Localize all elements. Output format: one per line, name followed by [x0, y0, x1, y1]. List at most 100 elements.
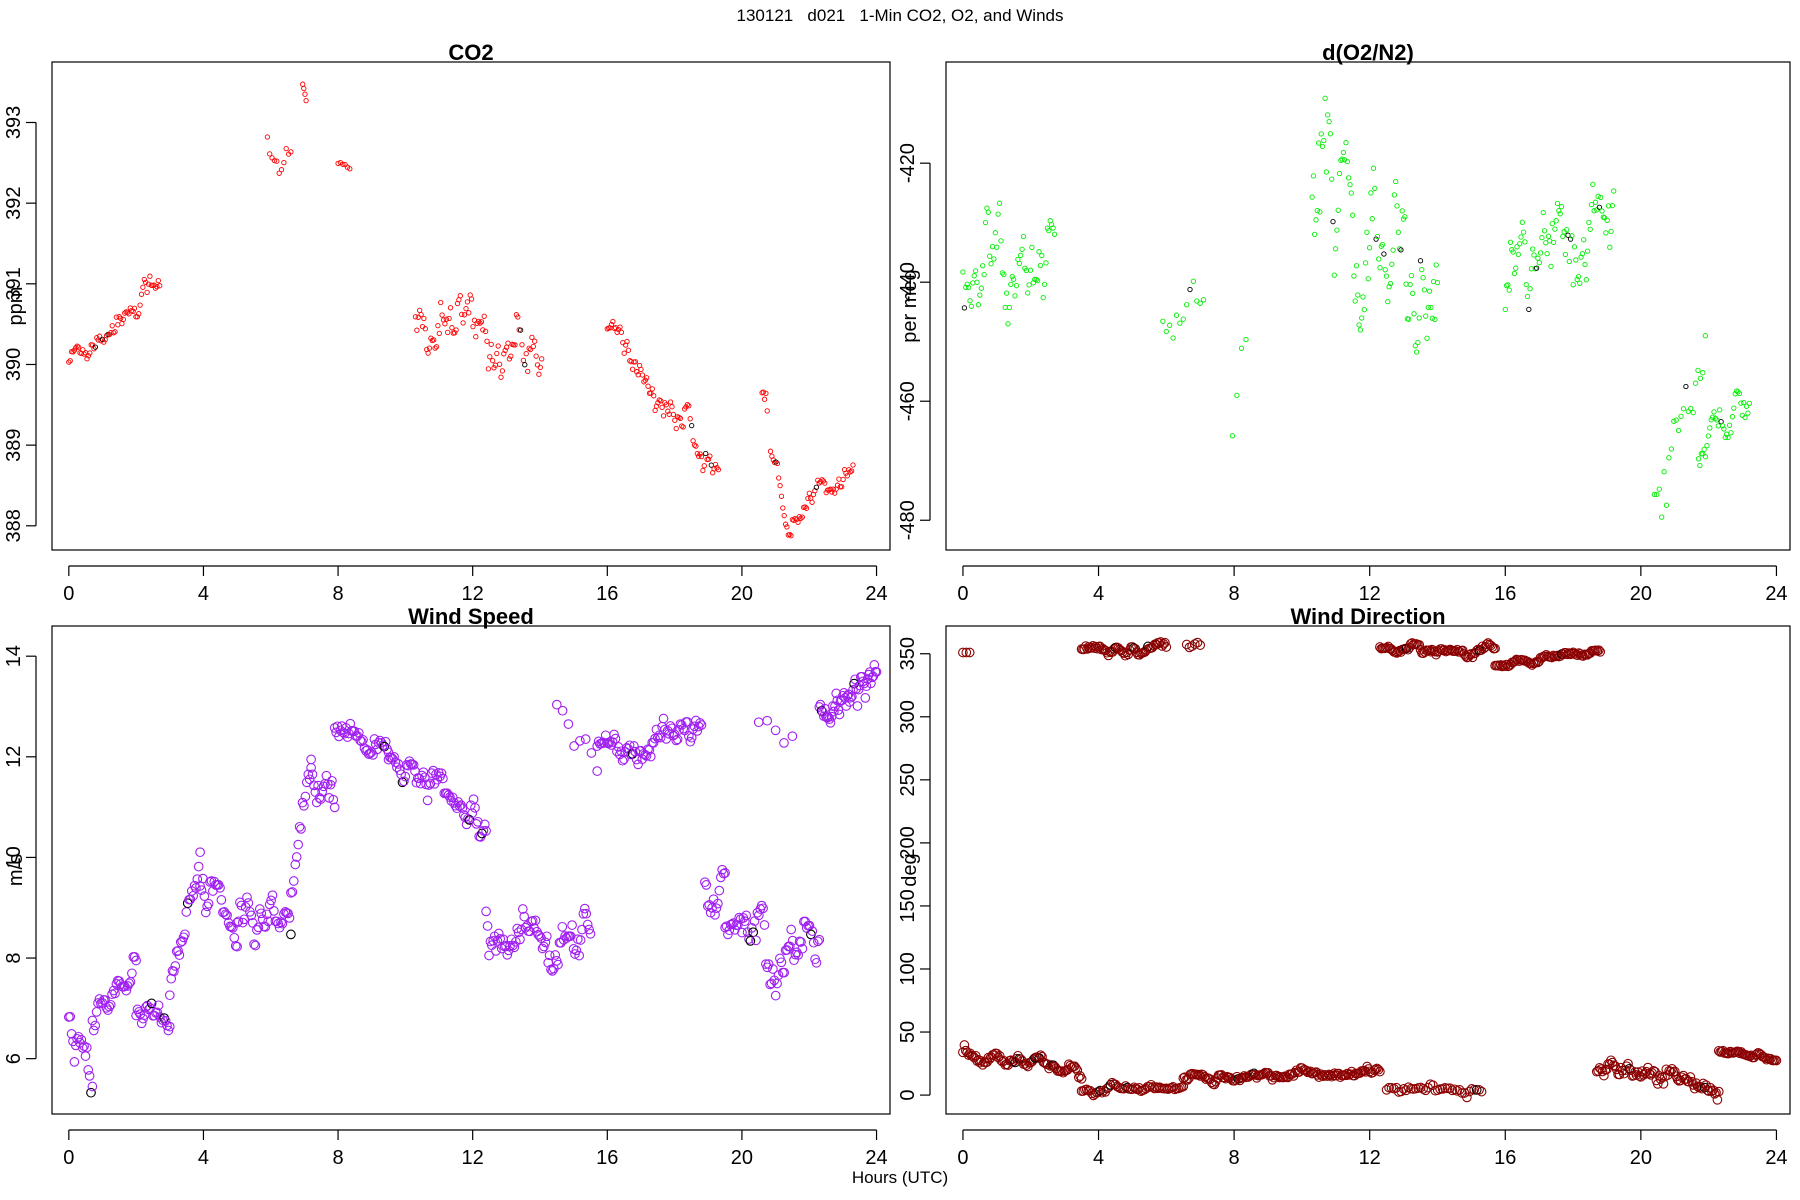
wind-speed-data-point — [180, 929, 190, 940]
wind-speed-data-point — [578, 908, 589, 919]
o2n2-data-point — [1389, 261, 1395, 267]
wind-speed-data-point — [482, 921, 493, 931]
co2-data-point — [641, 379, 647, 385]
o2n2-data-point — [1351, 273, 1357, 279]
wind-speed-data-point — [758, 903, 768, 914]
o2n2-data-point — [1377, 264, 1383, 271]
o2n2-data-point — [1505, 282, 1511, 288]
co2-data-point — [264, 134, 271, 140]
co2-data-point — [822, 480, 828, 486]
co2-data-point — [665, 408, 671, 414]
wind-direction-data-point — [958, 1047, 968, 1058]
wind-speed-x-tick-label: 20 — [731, 1147, 753, 1169]
co2-data-point — [799, 514, 805, 520]
co2-data-point — [795, 519, 801, 525]
wind-speed-data-point — [847, 691, 857, 702]
wind-speed-data-point — [571, 945, 582, 956]
wind-direction-data-point — [1157, 641, 1167, 651]
co2-data-point — [119, 320, 125, 327]
o2n2-data-point — [1200, 297, 1207, 303]
wind-speed-data-point — [753, 910, 764, 921]
o2n2-data-point — [1513, 265, 1519, 271]
o2n2-data-point — [1368, 190, 1374, 196]
o2n2-data-point — [1550, 239, 1557, 246]
wind-direction-data-point — [1420, 1085, 1431, 1096]
co2-data-point — [677, 415, 684, 422]
o2n2-data-point — [1029, 244, 1035, 251]
wind-speed-data-point — [84, 1071, 95, 1081]
o2n2-data-point — [1347, 181, 1353, 188]
wind-speed-data-point — [163, 1025, 174, 1036]
o2n2-data-point — [1006, 304, 1013, 311]
o2n2-data-point — [1039, 252, 1045, 259]
wind-direction-data-point — [1604, 1059, 1615, 1070]
wind-speed-data-point — [478, 825, 489, 836]
o2n2-data-point — [1426, 288, 1433, 294]
o2n2-data-point — [1675, 427, 1682, 434]
co2-data-point — [519, 342, 525, 348]
o2n2-data-point — [1352, 298, 1358, 304]
wind-speed-data-point — [66, 1029, 77, 1039]
wind-speed-data-point — [196, 885, 207, 895]
wind-direction-data-point — [1161, 642, 1172, 652]
co2-data-point — [445, 329, 451, 336]
co2-data-point — [439, 312, 445, 318]
wind-speed-data-point — [267, 890, 278, 901]
wind-speed-data-point — [307, 769, 318, 780]
wind-speed-data-point — [860, 693, 871, 703]
o2n2-data-point — [1321, 137, 1327, 144]
o2n2-data-point — [1433, 262, 1439, 268]
co2-data-point — [819, 477, 825, 483]
o2n2-data-point — [1329, 176, 1335, 182]
wind-speed-data-point — [739, 916, 750, 927]
o2n2-data-point — [1562, 251, 1569, 258]
co2-data-point — [435, 322, 441, 329]
co2-data-point — [634, 369, 640, 375]
o2n2-data-point — [1349, 212, 1356, 218]
wind-direction-data-point — [1372, 1063, 1382, 1074]
co2-data-point — [443, 316, 449, 322]
o2n2-data-point — [1574, 276, 1580, 283]
wind-speed-data-point — [710, 909, 720, 920]
wind-direction-data-point — [1401, 1085, 1411, 1096]
o2n2-data-point — [1325, 112, 1331, 118]
wind-speed-data-point — [718, 868, 729, 879]
o2n2-data-point — [996, 200, 1003, 206]
wind-speed-data-point — [73, 1031, 84, 1042]
o2n2-data-point — [1167, 322, 1173, 328]
o2n2-data-point — [1520, 229, 1527, 235]
wind-direction-axes: 0 4 8 12 16 20 24 0 50 100 150 200 250 300 350 — [897, 637, 1788, 1169]
o2n2-data-point — [989, 243, 996, 250]
co2-data-point — [659, 404, 665, 411]
o2n2-y-tick-label: -480 — [897, 500, 919, 540]
o2n2-data-point — [960, 269, 966, 275]
wind-speed-data-point — [839, 688, 849, 698]
wind-direction-x-tick-label: 12 — [1359, 1147, 1381, 1169]
wind-speed-data-point — [249, 939, 259, 950]
wind-speed-data-point — [665, 721, 676, 731]
wind-speed-data-point — [519, 911, 530, 922]
o2n2-data-point — [1654, 491, 1660, 498]
co2-data-point — [70, 349, 76, 355]
wind-direction-data-point — [1398, 1084, 1409, 1094]
o2n2-x-tick-label: 24 — [1765, 583, 1787, 605]
o2n2-data-point — [1411, 311, 1417, 317]
wind-speed-data-point — [557, 705, 568, 716]
wind-speed-data-point — [90, 1020, 101, 1031]
wind-speed-data-point — [658, 713, 669, 724]
wind-direction-data-point — [1035, 1050, 1046, 1061]
o2n2-data-point — [1502, 306, 1508, 313]
o2n2-data-point — [1001, 271, 1007, 278]
wind-speed-data-point — [741, 910, 752, 921]
panel-wind-direction: Wind Direction deg 0 4 8 12 16 20 24 0 50 100 150 2… — [897, 604, 1791, 1169]
wind-speed-data-point — [734, 912, 745, 923]
o2n2-data-point — [1540, 209, 1546, 216]
wind-speed-data-point — [470, 802, 480, 813]
co2-data-point — [491, 365, 497, 371]
co2-data-point — [705, 456, 712, 462]
o2n2-data-point — [1544, 250, 1550, 257]
co2-data-point — [302, 91, 308, 97]
o2n2-data-point — [1548, 263, 1554, 270]
co2-data-point — [137, 302, 143, 308]
